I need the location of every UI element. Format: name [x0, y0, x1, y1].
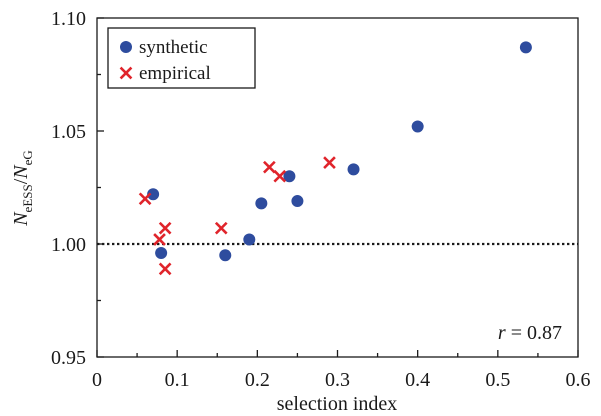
cross-stroke [323, 156, 336, 169]
x-tick-label: 0 [92, 369, 102, 391]
y-tick-label: 1.05 [51, 121, 86, 143]
cross-stroke [158, 262, 172, 276]
plot-frame [96, 17, 579, 358]
empirical-point [158, 262, 172, 276]
synthetic-point [155, 247, 168, 260]
y-tick-label: 1.00 [51, 234, 86, 256]
synthetic-point [255, 197, 268, 210]
legend-label-empirical: empirical [139, 63, 211, 84]
empirical-point [214, 221, 228, 235]
empirical-point [323, 156, 336, 169]
x-tick-label: 0.1 [165, 369, 190, 391]
empirical-point [153, 233, 166, 246]
cross-stroke [214, 221, 228, 235]
y-axis-label-n1: N [10, 211, 32, 227]
synthetic-point [291, 195, 304, 208]
synthetic-point [243, 233, 256, 246]
empirical-point [273, 169, 287, 183]
points-layer [138, 41, 532, 276]
y-tick-label: 0.95 [51, 347, 86, 369]
cross-stroke [138, 192, 152, 206]
legend-box [107, 27, 256, 89]
empirical-point [263, 160, 276, 174]
synthetic-point [283, 170, 296, 183]
cross-stroke [273, 169, 287, 183]
synthetic-point [219, 249, 232, 262]
legend-label-synthetic: synthetic [139, 37, 208, 58]
ticks-layer: 0 0.1 0.2 0.3 0.4 0.5 0.6 0.95 1.00 1.05 1.10 [51, 8, 591, 391]
synthetic-point [411, 120, 424, 133]
y-axis-label-n2: N [10, 164, 32, 180]
legend-marker-synthetic [120, 41, 132, 53]
x-axis-label: selection index [277, 393, 398, 415]
y-axis-label-sub2: eG [20, 150, 35, 165]
x-tick-label: 0.3 [325, 369, 350, 391]
cross-stroke [153, 233, 166, 246]
x-tick-label: 0.6 [566, 369, 591, 391]
empirical-point [138, 192, 152, 206]
cross-stroke [263, 160, 276, 174]
synthetic-point [347, 163, 360, 176]
correlation-symbol: r [498, 322, 506, 344]
synthetic-point [519, 41, 532, 54]
correlation-value: = 0.87 [506, 322, 562, 344]
y-tick-label: 1.10 [51, 8, 86, 30]
cross-stroke [158, 221, 172, 235]
synthetic-point [147, 188, 160, 201]
y-axis-label-slash: / [10, 178, 32, 184]
legend: synthetic empirical [107, 27, 256, 89]
y-axis-label-sub1: eESS [20, 184, 35, 212]
x-tick-label: 0.5 [485, 369, 510, 391]
correlation-annotation: r = 0.87 [498, 322, 562, 344]
x-tick-label: 0.2 [245, 369, 270, 391]
empirical-point [158, 221, 172, 235]
y-axis-label: NeESS/NeG [10, 150, 35, 227]
legend-cross-icon [119, 66, 133, 80]
x-tick-label: 0.4 [405, 369, 430, 391]
legend-marker-empirical [119, 66, 133, 80]
cross-stroke [119, 66, 133, 80]
